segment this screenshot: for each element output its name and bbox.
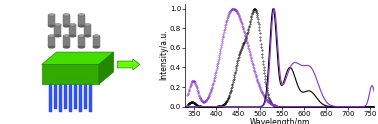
Ellipse shape (69, 35, 76, 37)
Y-axis label: Intensity/a.u.: Intensity/a.u. (160, 30, 169, 80)
Bar (69, 25, 76, 36)
Ellipse shape (84, 35, 91, 37)
Bar (74, 84, 77, 109)
Ellipse shape (63, 46, 70, 48)
Bar (79, 84, 82, 112)
Bar (48, 15, 55, 26)
Bar (63, 36, 70, 47)
Bar (88, 84, 91, 112)
Bar (59, 84, 62, 112)
Ellipse shape (48, 46, 55, 48)
Ellipse shape (78, 14, 85, 16)
Polygon shape (42, 52, 114, 64)
Bar (78, 36, 85, 47)
Bar (54, 25, 61, 36)
Ellipse shape (78, 25, 85, 27)
Ellipse shape (54, 24, 61, 26)
Ellipse shape (93, 35, 100, 37)
Ellipse shape (63, 25, 70, 27)
Ellipse shape (63, 35, 70, 37)
Ellipse shape (78, 46, 85, 48)
X-axis label: Wavelength/nm: Wavelength/nm (249, 118, 310, 124)
Bar (49, 84, 52, 112)
Bar (63, 15, 70, 26)
Bar (78, 15, 85, 26)
Ellipse shape (48, 35, 55, 37)
Bar (48, 36, 55, 47)
Bar (84, 25, 91, 36)
Ellipse shape (54, 35, 61, 37)
Ellipse shape (78, 35, 85, 37)
FancyArrow shape (117, 59, 139, 70)
Bar (54, 84, 57, 109)
Bar (84, 84, 87, 109)
Polygon shape (42, 64, 99, 84)
Ellipse shape (93, 46, 100, 48)
Bar (69, 84, 72, 112)
Ellipse shape (48, 14, 55, 16)
Ellipse shape (48, 25, 55, 27)
Ellipse shape (84, 24, 91, 26)
Ellipse shape (63, 14, 70, 16)
Bar (93, 36, 100, 47)
Bar (64, 84, 67, 109)
Polygon shape (99, 52, 114, 84)
Ellipse shape (69, 24, 76, 26)
